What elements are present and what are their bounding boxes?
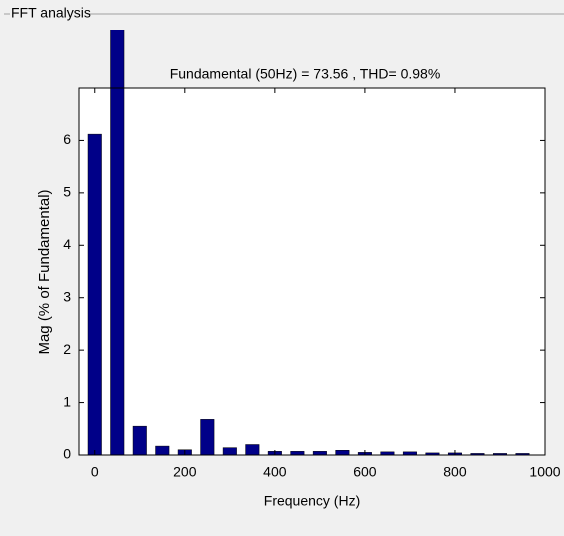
y-tick-label: 5	[63, 184, 71, 200]
y-tick-label: 1	[63, 393, 71, 409]
y-tick-label: 4	[63, 236, 71, 252]
y-tick-label: 6	[63, 131, 71, 147]
x-tick-label: 400	[263, 464, 287, 480]
bar	[312, 451, 327, 455]
bar	[155, 445, 170, 455]
x-axis-label: Frequency (Hz)	[264, 493, 360, 509]
bar	[110, 30, 125, 455]
bar	[290, 451, 305, 455]
y-tick-label: 3	[63, 288, 71, 304]
bar	[470, 453, 485, 455]
x-tick-label: 200	[173, 464, 197, 480]
bar	[425, 452, 440, 455]
bar	[245, 444, 260, 455]
y-axis-label: Mag (% of Fundamental)	[36, 189, 53, 354]
bars	[87, 30, 530, 455]
bar	[492, 453, 507, 455]
x-tick-label: 0	[91, 464, 99, 480]
x-tick-label: 600	[353, 464, 377, 480]
bar	[515, 453, 530, 455]
axes-box	[78, 87, 546, 456]
plot-area	[79, 88, 545, 455]
y-tick-label: 0	[63, 446, 71, 462]
chart-title: Fundamental (50Hz) = 73.56 , THD= 0.98%	[170, 66, 441, 82]
bar	[200, 419, 215, 455]
bar	[132, 425, 147, 455]
bar	[87, 133, 102, 455]
bar	[335, 450, 350, 455]
x-tick-label: 800	[443, 464, 467, 480]
x-tick-label: 1000	[529, 464, 560, 480]
bar	[222, 447, 237, 455]
panel-title: FFT analysis	[11, 5, 91, 21]
y-tick-label: 2	[63, 341, 71, 357]
